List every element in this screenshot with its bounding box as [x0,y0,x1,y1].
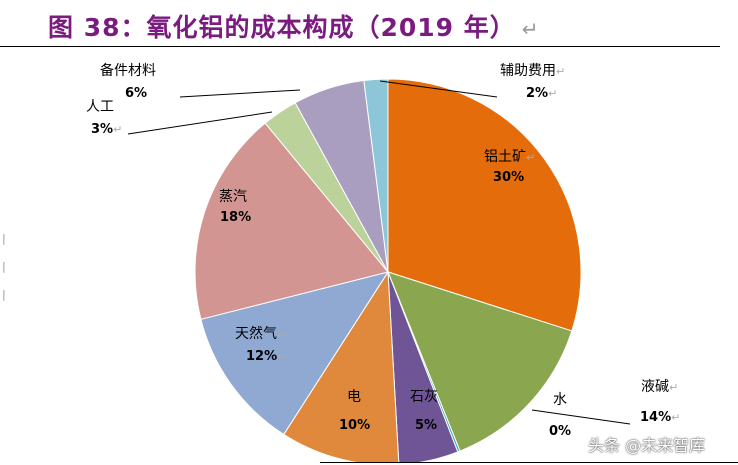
leader-line [531,409,631,425]
slice-pct-caustic-soda: 14%↵ [640,410,681,425]
pie-slice-6 [194,122,389,320]
edge-mark: | [2,288,6,301]
slice-label-lime: 石灰 [410,389,438,405]
slice-pct-auxiliary: 2%↵ [526,86,558,101]
title-divider [0,46,720,47]
slice-label-auxiliary: 辅助费用↵ [500,63,566,79]
leader-line [127,111,273,135]
slice-pct-water: 0% [549,424,572,439]
slice-pct-natural-gas: 12%↵ [246,349,287,364]
leader-line [179,89,301,98]
slice-label-caustic-soda: 液碱↵ [641,379,679,395]
watermark: 头条 @未来智库 [588,436,706,455]
slice-label-natural-gas: 天然气↵ [235,326,287,342]
slice-label-electricity: 电 [347,389,361,405]
figure-title: 图 38：氧化铝的成本构成（2019 年） ↵ [48,8,540,44]
slice-pct-labor: 3%↵ [91,122,123,137]
figure-title-text: 图 38：氧化铝的成本构成（2019 年） [48,13,516,42]
pie-slice-4 [283,270,400,462]
slice-pct-spare-parts: 6% [125,86,148,101]
pie-slice-9 [363,78,389,273]
pie-slice-0 [387,78,582,332]
pie-slice-5 [200,271,390,436]
slice-label-bauxite: 铝土矿↵ [484,149,536,165]
slice-label-spare-parts: 备件材料 [100,63,156,79]
edge-mark: | [2,232,6,245]
slice-label-water: 水 [553,392,567,408]
return-mark-icon: ↵ [521,17,540,41]
slice-pct-lime: 5% [415,418,438,433]
edge-mark: | [2,260,6,273]
slice-pct-electricity: 10% [339,418,371,433]
slice-label-labor: 人工 [86,99,114,115]
bottom-divider [320,462,738,463]
pie-slice-1 [387,271,573,452]
slice-label-steam: 蒸汽 [219,189,247,205]
pie-slice-3 [387,271,459,462]
slice-pct-bauxite: 30% [493,170,525,185]
leader-line [379,80,498,98]
slice-pct-steam: 18%↵ [220,210,261,225]
